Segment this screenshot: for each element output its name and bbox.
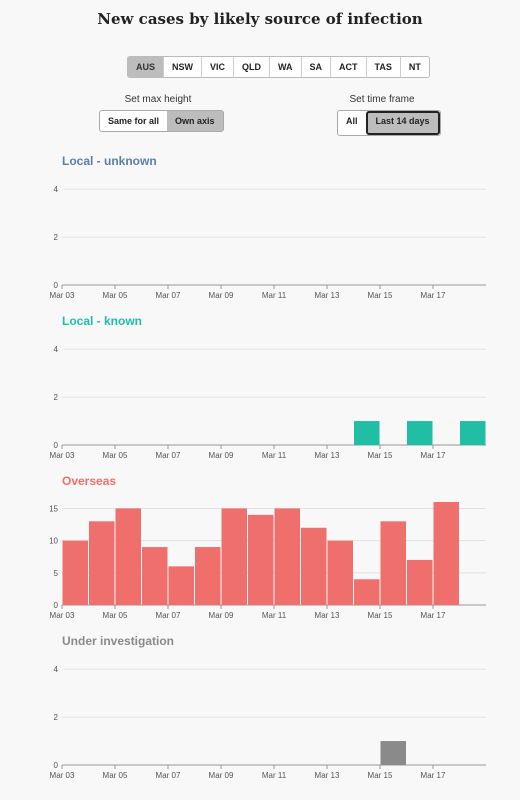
x-tick-label: Mar 13 <box>315 451 340 460</box>
time-frame-label: Set time frame <box>349 94 415 105</box>
x-tick-label: Mar 15 <box>368 611 393 620</box>
y-tick-label: 10 <box>49 537 58 546</box>
max-height-label: Set max height <box>124 94 192 105</box>
bar <box>407 421 433 445</box>
y-tick-label: 0 <box>54 601 59 610</box>
x-tick-label: Mar 03 <box>50 291 75 300</box>
y-tick-label: 15 <box>49 504 58 513</box>
x-tick-label: Mar 09 <box>209 291 234 300</box>
y-tick-label: 4 <box>54 345 59 354</box>
x-tick-label: Mar 07 <box>156 451 181 460</box>
y-tick-label: 2 <box>54 393 59 402</box>
chart-local-known: Local - known 0 2 4 Mar 03 Mar 05 Mar 07 Mar 09… <box>50 314 486 460</box>
x-tick-label: Mar 09 <box>209 451 234 460</box>
bar <box>142 547 168 605</box>
time_frame-option-last-14-days[interactable]: Last 14 days <box>365 111 440 135</box>
x-tick-label: Mar 07 <box>156 771 181 780</box>
chart-under-investigation: Under investigation 0 2 4 Mar 03 Mar 05 Mar 07… <box>50 634 486 780</box>
bar <box>354 421 380 445</box>
y-tick-label: 0 <box>54 281 59 290</box>
y-tick-label: 4 <box>54 665 59 674</box>
state-selector: AUS NSW VIC QLD WA SA ACT TAS NT <box>127 56 430 78</box>
x-tick-label: Mar 15 <box>368 771 393 780</box>
bar <box>433 502 459 605</box>
page-title: New cases by likely source of infection <box>97 10 423 28</box>
bar <box>460 421 486 445</box>
chart-local-unknown: Local - unknown 0 2 4 Mar 03 Mar 05 Mar 07 Mar … <box>50 154 486 300</box>
state-button-qld[interactable]: QLD <box>233 57 269 77</box>
x-tick-label: Mar 11 <box>262 451 287 460</box>
bar <box>327 540 353 605</box>
y-tick-label: 5 <box>54 569 59 578</box>
x-tick-label: Mar 09 <box>209 771 234 780</box>
state-button-tas[interactable]: TAS <box>365 57 400 77</box>
x-tick-label: Mar 11 <box>262 771 287 780</box>
chart-title: Local - known <box>62 314 142 328</box>
x-tick-label: Mar 03 <box>50 611 75 620</box>
state-button-aus[interactable]: AUS <box>128 57 164 77</box>
bar <box>301 527 327 605</box>
x-tick-label: Mar 03 <box>50 771 75 780</box>
state-button-nt[interactable]: NT <box>399 57 429 77</box>
state-button-act[interactable]: ACT <box>330 57 366 77</box>
chart-title: Local - unknown <box>62 154 157 168</box>
state-button-vic[interactable]: VIC <box>201 57 233 77</box>
bar <box>221 508 247 605</box>
x-tick-label: Mar 15 <box>368 451 393 460</box>
x-tick-label: Mar 13 <box>315 291 340 300</box>
max-height-toggle: Same for all Own axis <box>99 110 224 132</box>
bar <box>89 521 115 605</box>
y-tick-label: 4 <box>54 185 59 194</box>
x-tick-label: Mar 05 <box>103 611 128 620</box>
bar <box>274 508 300 605</box>
x-tick-label: Mar 05 <box>103 291 128 300</box>
y-tick-label: 2 <box>54 233 59 242</box>
chart-title: Under investigation <box>62 634 174 648</box>
bar <box>380 521 406 605</box>
x-tick-label: Mar 03 <box>50 451 75 460</box>
bar <box>115 508 141 605</box>
x-tick-label: Mar 17 <box>421 611 446 620</box>
time-frame-toggle: All Last 14 days <box>337 110 441 136</box>
time_frame-option-all[interactable]: All <box>346 116 358 126</box>
state-button-wa[interactable]: WA <box>269 57 301 77</box>
y-tick-label: 0 <box>54 761 59 770</box>
bar <box>354 579 380 605</box>
max_height-option-own-axis[interactable]: Own axis <box>167 111 223 131</box>
x-tick-label: Mar 17 <box>421 451 446 460</box>
x-tick-label: Mar 05 <box>103 451 128 460</box>
x-tick-label: Mar 11 <box>262 611 287 620</box>
x-tick-label: Mar 11 <box>262 291 287 300</box>
x-tick-label: Mar 05 <box>103 771 128 780</box>
chart-title: Overseas <box>62 474 116 488</box>
y-tick-label: 2 <box>54 713 59 722</box>
x-tick-label: Mar 17 <box>421 291 446 300</box>
bar <box>407 559 433 605</box>
bar <box>380 741 406 765</box>
x-tick-label: Mar 13 <box>315 611 340 620</box>
x-tick-label: Mar 09 <box>209 611 234 620</box>
state-button-nsw[interactable]: NSW <box>163 57 201 77</box>
state-button-sa[interactable]: SA <box>300 57 331 77</box>
bar <box>248 514 274 605</box>
x-tick-label: Mar 07 <box>156 611 181 620</box>
y-tick-label: 0 <box>54 441 59 450</box>
max_height-option-same-for-all[interactable]: Same for all <box>108 116 160 126</box>
bar <box>62 540 88 605</box>
x-tick-label: Mar 07 <box>156 291 181 300</box>
chart-overseas: Overseas 0 5 10 15 Mar 03 Mar 05 Mar 07 Mar 09 Ma… <box>49 474 486 620</box>
x-tick-label: Mar 15 <box>368 291 393 300</box>
x-tick-label: Mar 17 <box>421 771 446 780</box>
bar <box>168 566 194 605</box>
x-tick-label: Mar 13 <box>315 771 340 780</box>
bar <box>195 547 221 605</box>
